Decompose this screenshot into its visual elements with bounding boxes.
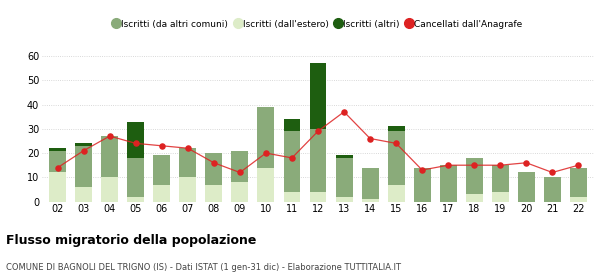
Bar [310,129,326,192]
Bar [362,199,379,202]
Text: Flusso migratorio della popolazione: Flusso migratorio della popolazione [6,234,256,247]
Bar [284,119,301,131]
Bar [127,197,144,202]
Point [157,144,167,148]
Bar [232,182,248,202]
Text: COMUNE DI BAGNOLI DEL TRIGNO (IS) - Dati ISTAT (1 gen-31 dic) - Elaborazione TUT: COMUNE DI BAGNOLI DEL TRIGNO (IS) - Dati… [6,263,401,272]
Point [235,170,245,175]
Bar [570,197,587,202]
Bar [232,151,248,182]
Bar [101,177,118,202]
Bar [492,192,509,202]
Point [574,163,583,167]
Bar [127,122,144,158]
Bar [440,165,457,202]
Point [521,160,531,165]
Bar [570,168,587,197]
Bar [49,172,66,202]
Legend: Iscritti (da altri comuni), Iscritti (dall'estero), Iscritti (altri), Cancellati: Iscritti (da altri comuni), Iscritti (da… [114,20,522,29]
Bar [335,197,353,202]
Point [496,163,505,167]
Bar [49,151,66,172]
Bar [335,155,353,158]
Point [391,141,401,146]
Point [261,151,271,155]
Point [53,165,62,170]
Bar [154,185,170,202]
Bar [75,187,92,202]
Bar [310,192,326,202]
Point [287,156,297,160]
Point [131,141,140,146]
Bar [127,158,144,197]
Point [313,129,323,134]
Bar [310,63,326,129]
Bar [335,158,353,197]
Point [469,163,479,167]
Point [209,160,218,165]
Point [418,168,427,172]
Bar [284,192,301,202]
Bar [492,165,509,192]
Bar [257,168,274,202]
Bar [205,185,223,202]
Point [183,146,193,150]
Bar [75,146,92,187]
Bar [388,131,404,185]
Bar [75,143,92,146]
Bar [257,107,274,168]
Bar [179,177,196,202]
Bar [284,131,301,192]
Point [105,134,115,138]
Bar [544,177,561,202]
Point [365,136,375,141]
Bar [179,148,196,177]
Bar [466,194,482,202]
Bar [205,153,223,185]
Point [339,109,349,114]
Bar [518,172,535,202]
Bar [101,136,118,177]
Bar [362,168,379,199]
Bar [154,155,170,185]
Bar [413,168,431,202]
Bar [466,158,482,194]
Bar [49,148,66,151]
Bar [388,126,404,131]
Bar [388,185,404,202]
Point [548,170,557,175]
Point [443,163,453,167]
Point [79,148,88,153]
